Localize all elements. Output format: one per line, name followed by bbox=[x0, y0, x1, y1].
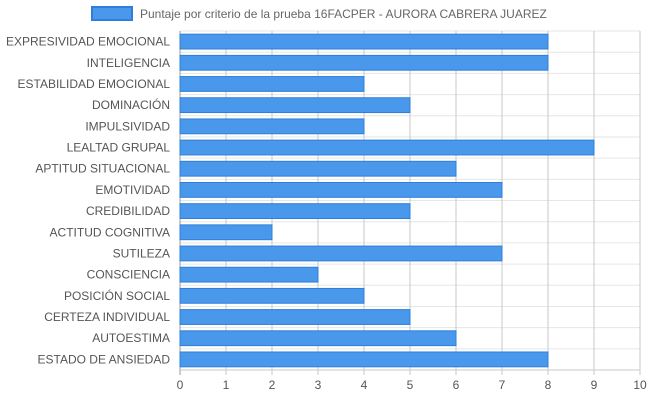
bar[interactable] bbox=[179, 309, 411, 325]
bar[interactable] bbox=[179, 139, 595, 156]
bar[interactable] bbox=[179, 54, 549, 71]
x-tick-label: 7 bbox=[499, 378, 506, 392]
category-label: DOMINACIÓN bbox=[92, 97, 170, 112]
bar[interactable] bbox=[179, 97, 411, 114]
category-label: ACTITUD COGNITIVA bbox=[50, 225, 170, 239]
bar[interactable] bbox=[179, 330, 457, 347]
legend-label: Puntaje por criterio de la prueba 16FACP… bbox=[140, 7, 547, 21]
bar[interactable] bbox=[179, 33, 549, 50]
x-tick-label: 6 bbox=[453, 378, 460, 392]
bar[interactable] bbox=[179, 224, 273, 241]
bar[interactable] bbox=[179, 245, 503, 262]
x-tick-labels: 0 1 2 3 4 5 6 7 8 9 10 bbox=[177, 378, 647, 392]
x-tick-label: 9 bbox=[591, 378, 598, 392]
x-tick-label: 8 bbox=[545, 378, 552, 392]
category-label: CREDIBILIDAD bbox=[86, 204, 170, 218]
bar[interactable] bbox=[179, 76, 365, 92]
category-label: INTELIGENCIA bbox=[87, 56, 170, 70]
bar[interactable] bbox=[179, 160, 457, 177]
category-label: ESTADO DE ANSIEDAD bbox=[38, 352, 171, 366]
x-tick-label: 5 bbox=[407, 378, 414, 392]
category-label: CONSCIENCIA bbox=[87, 268, 170, 282]
bar[interactable] bbox=[179, 351, 549, 368]
category-label: APTITUD SITUACIONAL bbox=[35, 162, 170, 176]
bar[interactable] bbox=[179, 181, 503, 198]
bar[interactable] bbox=[179, 203, 411, 220]
x-tick-label: 4 bbox=[361, 378, 368, 392]
bar[interactable] bbox=[179, 118, 365, 135]
category-label: AUTOESTIMA bbox=[92, 331, 170, 345]
bar[interactable] bbox=[179, 266, 319, 283]
category-label: POSICIÓN SOCIAL bbox=[64, 288, 170, 303]
x-tick-label: 1 bbox=[223, 378, 230, 392]
category-label: ESTABILIDAD EMOCIONAL bbox=[18, 77, 171, 91]
x-tick-label: 3 bbox=[315, 378, 322, 392]
category-label: LEALTAD GRUPAL bbox=[67, 141, 171, 155]
legend[interactable]: Puntaje por criterio de la prueba 16FACP… bbox=[91, 6, 547, 21]
x-tick-label: 10 bbox=[633, 378, 647, 392]
category-labels: EXPRESIVIDAD EMOCIONAL INTELIGENCIA ESTABI… bbox=[6, 35, 170, 367]
category-label: CERTEZA INDIVIDUAL bbox=[44, 310, 170, 324]
x-tick-label: 2 bbox=[269, 378, 276, 392]
bars bbox=[179, 33, 595, 368]
bar[interactable] bbox=[179, 287, 365, 304]
category-label: EMOTIVIDAD bbox=[95, 183, 170, 197]
category-label: EXPRESIVIDAD EMOCIONAL bbox=[6, 35, 170, 49]
x-tick-label: 0 bbox=[177, 378, 184, 392]
legend-swatch bbox=[91, 6, 133, 21]
category-label: IMPULSIVIDAD bbox=[85, 119, 170, 133]
category-label: SUTILEZA bbox=[113, 246, 170, 260]
